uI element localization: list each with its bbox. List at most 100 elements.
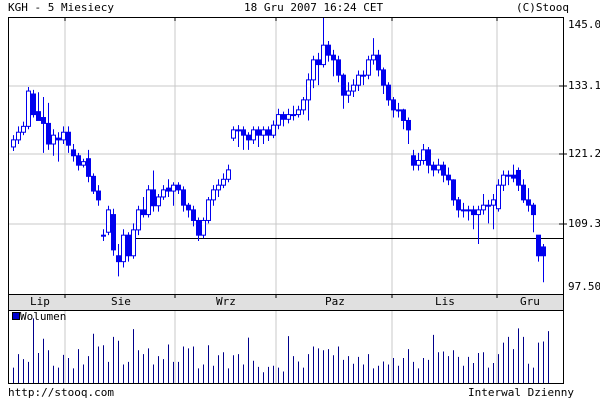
y-tick-label: 145.0	[568, 18, 600, 31]
chart-frame	[8, 17, 564, 384]
candle-up	[346, 90, 351, 96]
candle-up	[26, 90, 31, 127]
candle-down	[181, 189, 186, 206]
x-tick-label: Sie	[111, 295, 131, 308]
candle-up	[296, 109, 301, 116]
candle-up	[61, 131, 66, 141]
candle-down	[451, 179, 456, 201]
candle-up	[161, 189, 166, 198]
candle-down	[36, 111, 41, 121]
candle-down	[151, 189, 156, 207]
candle-down	[76, 155, 81, 166]
x-tick-label: Gru	[520, 295, 540, 308]
candle-down	[56, 137, 61, 141]
candle-up	[311, 59, 316, 81]
candle-up	[396, 109, 401, 112]
candle-down	[336, 59, 341, 76]
source-link[interactable]: http://stooq.com	[8, 386, 114, 399]
copyright: (C)Stooq	[516, 1, 569, 14]
candle-up	[221, 178, 226, 186]
y-tick-label: 133.1	[568, 79, 600, 92]
y-tick-label: 109.3	[568, 217, 600, 230]
candle-up	[21, 125, 26, 133]
candle-up	[216, 184, 221, 191]
candle-up	[121, 234, 126, 263]
candle-down	[521, 184, 526, 201]
candle-up	[201, 219, 206, 236]
candle-down	[71, 149, 76, 157]
candle-down	[266, 129, 271, 136]
candle-up	[236, 129, 241, 132]
candle-down	[176, 184, 181, 191]
candle-down	[196, 219, 201, 236]
candle-up	[321, 44, 326, 66]
candle-down	[241, 129, 246, 136]
candle-down	[326, 44, 331, 56]
candle-up	[306, 79, 311, 101]
candle-up	[211, 189, 216, 201]
candle-up	[271, 124, 276, 136]
candle-up	[286, 114, 291, 120]
chart-title: KGH - 5 Miesiecy	[8, 1, 114, 14]
candle-down	[186, 204, 191, 211]
timestamp: 18 Gru 2007 16:24 CET	[244, 1, 384, 14]
candle-up	[506, 174, 511, 177]
candle-up	[421, 149, 426, 161]
candle-up	[416, 159, 421, 166]
candle-down	[246, 134, 251, 141]
y-tick-label: 97.50	[568, 280, 600, 293]
candle-up	[301, 99, 306, 111]
candle-down	[426, 149, 431, 166]
candle-down	[191, 209, 196, 221]
candle-down	[281, 114, 286, 120]
y-tick-label: 121.2	[568, 147, 600, 160]
month-axis-bar	[8, 294, 563, 310]
candle-down	[116, 255, 121, 263]
candle-up	[206, 199, 211, 221]
candle-up	[481, 204, 486, 211]
candle-down	[41, 117, 46, 124]
candle-down	[526, 199, 531, 206]
candle-up	[291, 114, 296, 117]
candle-up	[476, 209, 481, 216]
candle-up	[81, 161, 86, 166]
volume-legend-label: Wolumen	[20, 310, 67, 323]
volume-legend-swatch-icon	[12, 312, 20, 320]
candle-down	[66, 131, 71, 146]
candle-up	[351, 84, 356, 92]
candle-down	[381, 69, 386, 86]
candle-up	[146, 189, 151, 216]
candle-down	[376, 54, 381, 71]
candle-down	[256, 129, 261, 136]
x-tick-label: Paz	[325, 295, 345, 308]
candle-up	[466, 209, 471, 212]
candle-up	[361, 74, 366, 77]
candle-down	[406, 119, 411, 131]
candle-up	[371, 54, 376, 61]
x-tick-label: Lip	[30, 295, 50, 308]
candle-up	[226, 169, 231, 180]
candle-down	[391, 99, 396, 111]
candle-up	[51, 134, 56, 145]
x-tick-label: Lis	[435, 295, 455, 308]
x-tick-label: Wrz	[216, 295, 236, 308]
candle-up	[156, 196, 161, 207]
candle-down	[511, 174, 516, 179]
candle-down	[411, 155, 416, 166]
candle-up	[436, 164, 441, 171]
candle-up	[461, 209, 466, 212]
candle-down	[341, 74, 346, 96]
candle-down	[386, 84, 391, 101]
candle-up	[106, 209, 111, 233]
candle-down	[456, 199, 461, 211]
volume-legend: Wolumen	[12, 311, 66, 323]
candle-up	[486, 204, 491, 207]
candle-down	[531, 204, 536, 216]
candle-up	[261, 129, 266, 136]
candle-down	[541, 246, 546, 257]
candle-down	[166, 187, 171, 192]
candle-up	[276, 114, 281, 126]
candle-down	[91, 175, 96, 192]
candle-down	[446, 174, 451, 181]
